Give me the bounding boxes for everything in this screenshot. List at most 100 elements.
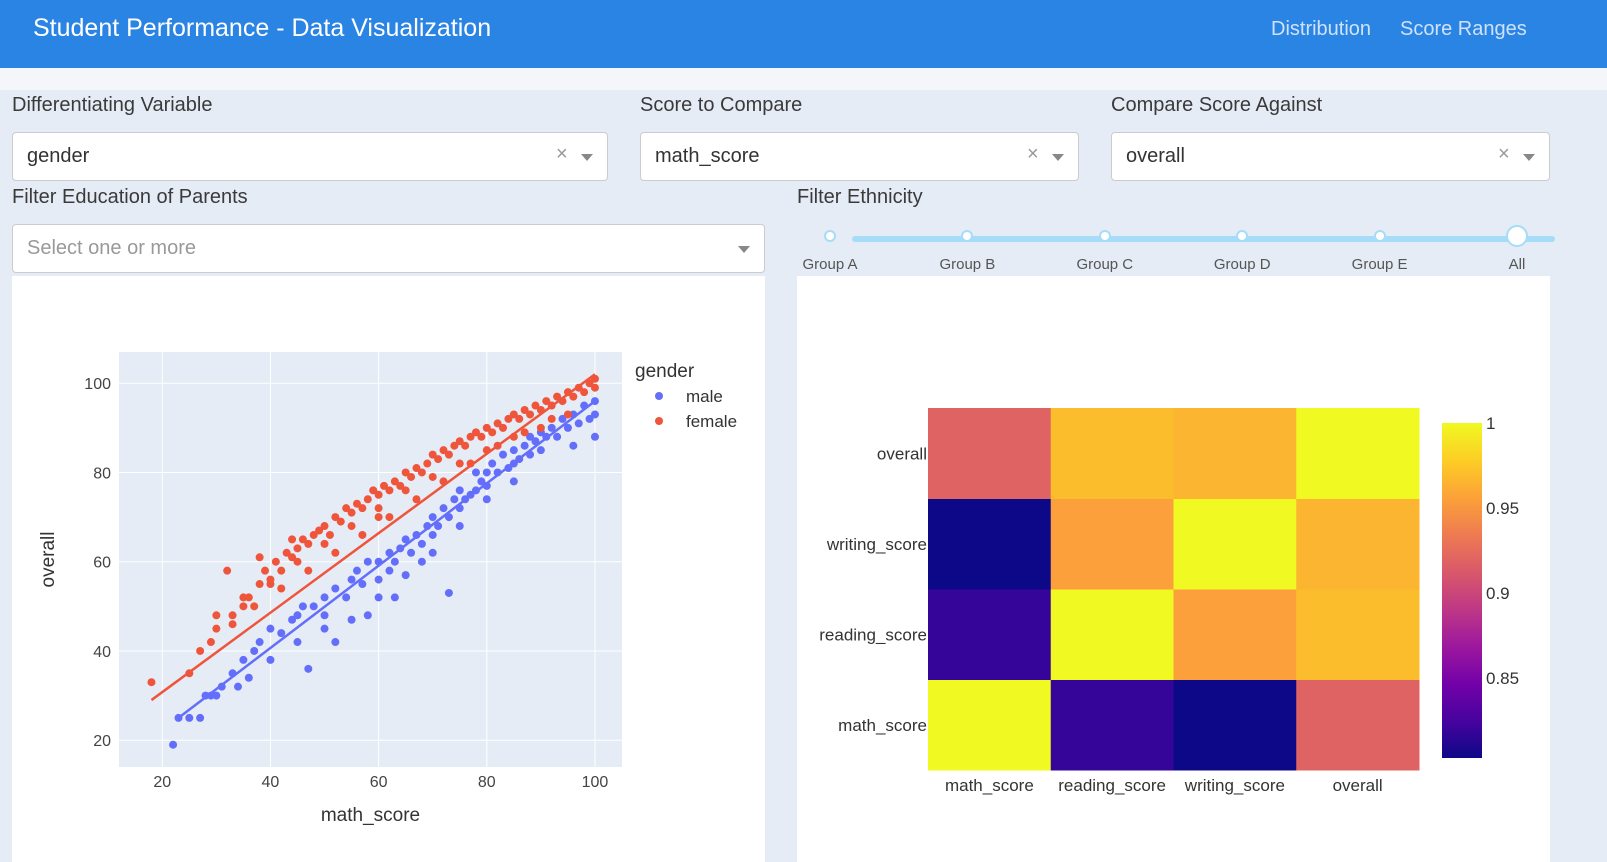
slider-handle[interactable] xyxy=(1506,225,1528,247)
heatmap-cell xyxy=(1296,589,1420,680)
male-point xyxy=(434,522,443,531)
male-point xyxy=(553,432,562,441)
male-point xyxy=(374,575,383,584)
y-tick-label: 100 xyxy=(84,376,111,393)
male-point xyxy=(450,495,459,504)
colorbar-tick-label: 1 xyxy=(1486,414,1495,433)
female-point xyxy=(320,522,329,531)
clear-icon[interactable]: × xyxy=(1498,143,1510,165)
male-point xyxy=(385,566,394,575)
female-point xyxy=(477,432,486,441)
female-point xyxy=(206,638,215,647)
male-point xyxy=(390,557,399,566)
nav-link-score-ranges[interactable]: Score Ranges xyxy=(1400,18,1527,40)
clear-icon[interactable]: × xyxy=(556,143,568,165)
slider-mark-label[interactable]: All xyxy=(1508,256,1526,273)
ethnicity-slider-track[interactable] xyxy=(852,236,1555,242)
male-point xyxy=(363,611,372,620)
male-point xyxy=(499,450,508,459)
male-point xyxy=(407,548,416,557)
male-point xyxy=(185,713,194,722)
chevron-down-icon[interactable] xyxy=(1052,154,1064,161)
male-point xyxy=(374,593,383,602)
x-tick-label: 80 xyxy=(478,774,496,791)
male-point xyxy=(444,588,453,597)
female-point xyxy=(428,472,437,481)
male-point xyxy=(250,646,259,655)
male-point xyxy=(239,655,248,664)
female-point xyxy=(347,508,356,517)
female-point xyxy=(590,383,599,392)
female-point xyxy=(293,544,302,553)
male-point xyxy=(320,611,329,620)
legend-marker xyxy=(655,417,663,425)
score-compare-dropdown[interactable]: math_score × xyxy=(640,132,1079,181)
slider-dot[interactable] xyxy=(824,230,836,242)
male-point xyxy=(428,548,437,557)
chevron-down-icon[interactable] xyxy=(738,246,750,253)
female-point xyxy=(439,446,448,455)
legend-label-male: male xyxy=(686,387,723,406)
female-point xyxy=(266,575,275,584)
female-point xyxy=(223,566,232,575)
female-point xyxy=(282,548,291,557)
female-point xyxy=(347,522,356,531)
chevron-down-icon[interactable] xyxy=(1523,154,1535,161)
female-point xyxy=(147,678,156,687)
navbar: Student Performance - Data Visualization… xyxy=(0,0,1607,68)
male-point xyxy=(585,414,594,423)
chevron-down-icon[interactable] xyxy=(581,154,593,161)
female-point xyxy=(509,410,518,419)
female-point xyxy=(320,539,329,548)
female-point xyxy=(580,388,589,397)
female-point xyxy=(515,414,524,423)
male-point xyxy=(298,602,307,611)
female-point xyxy=(504,414,513,423)
edu-filter-label: Filter Education of Parents xyxy=(12,186,248,208)
legend-title: gender xyxy=(635,361,695,382)
male-point xyxy=(590,432,599,441)
female-point xyxy=(277,566,286,575)
y-tick-label: 20 xyxy=(93,733,111,750)
male-point xyxy=(320,593,329,602)
slider-mark-label[interactable]: Group B xyxy=(939,256,996,273)
slider-dot[interactable] xyxy=(1236,230,1249,242)
clear-icon[interactable]: × xyxy=(1027,143,1039,165)
heatmap-y-label: reading_score xyxy=(819,625,927,644)
female-point xyxy=(358,530,367,539)
slider-mark-label[interactable]: Group D xyxy=(1213,256,1271,273)
heatmap-cell xyxy=(1050,679,1174,771)
male-point xyxy=(509,446,518,455)
female-point xyxy=(563,410,572,419)
female-point xyxy=(380,481,389,490)
female-point xyxy=(390,477,399,486)
female-point xyxy=(374,490,383,499)
male-point xyxy=(547,423,556,432)
slider-dot[interactable] xyxy=(1098,230,1111,242)
heatmap-cell xyxy=(1050,408,1174,499)
slider-mark-label[interactable]: Group A xyxy=(802,256,858,273)
female-point xyxy=(401,468,410,477)
scatter-panel: 20 40 60 80 100 20 40 60 80 100 math_score overall g… xyxy=(12,276,765,862)
male-point xyxy=(342,593,351,602)
compare-against-dropdown[interactable]: overall × xyxy=(1111,132,1550,181)
heatmap-cell xyxy=(1173,408,1297,499)
diff-var-dropdown[interactable]: gender × xyxy=(12,132,608,181)
compare-against-value: overall xyxy=(1126,145,1185,167)
heatmap-cell xyxy=(1296,679,1420,771)
nav-link-distribution[interactable]: Distribution xyxy=(1271,18,1372,40)
slider-mark-label[interactable]: Group C xyxy=(1076,256,1134,273)
male-point xyxy=(212,691,221,700)
slider-mark-label[interactable]: Group E xyxy=(1351,256,1408,273)
colorbar-tick-label: 0.9 xyxy=(1486,584,1510,603)
female-point xyxy=(212,611,221,620)
female-point xyxy=(212,624,221,633)
heatmap-x-label: writing_score xyxy=(1184,776,1285,795)
edu-filter-dropdown[interactable]: Select one or more xyxy=(12,224,765,273)
slider-dot[interactable] xyxy=(961,230,974,242)
slider-dot[interactable] xyxy=(1373,230,1386,242)
female-point xyxy=(363,495,372,504)
female-point xyxy=(569,392,578,401)
female-point xyxy=(309,530,318,539)
male-point xyxy=(304,664,313,673)
